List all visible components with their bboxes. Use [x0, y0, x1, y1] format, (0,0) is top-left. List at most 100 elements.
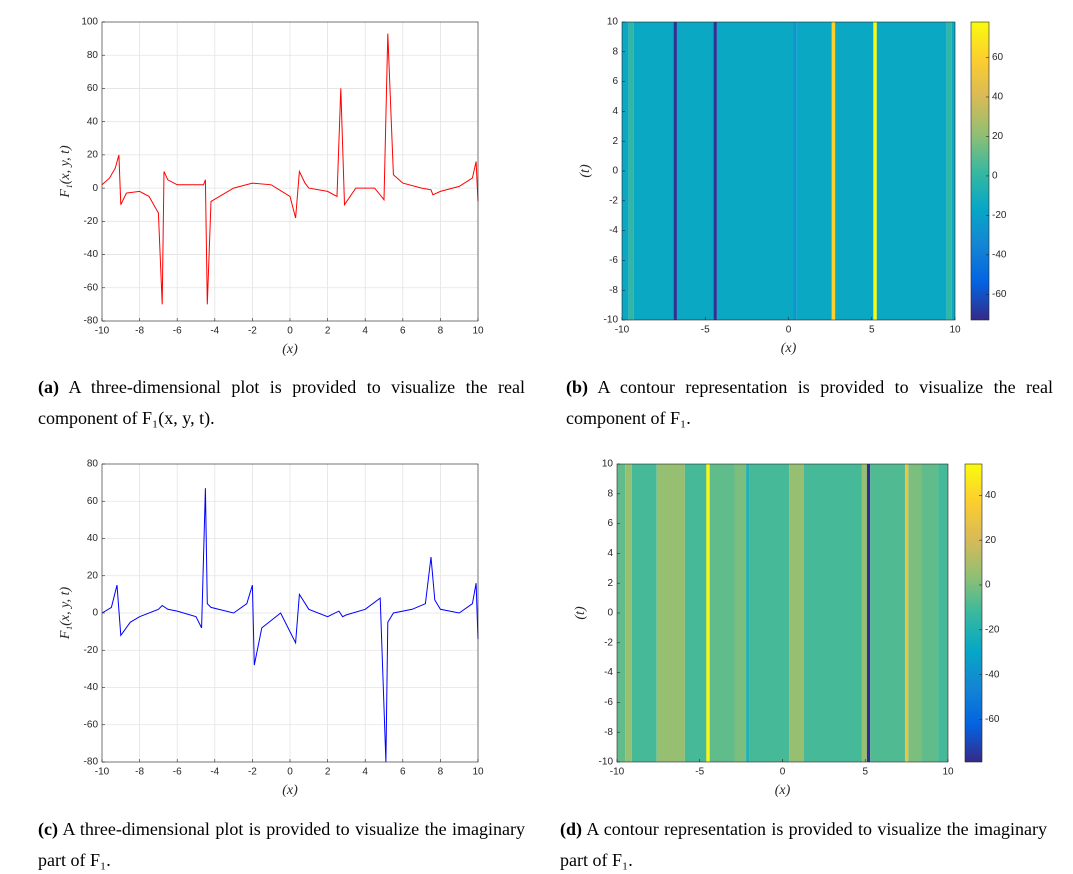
y-tick-label: 20 — [87, 150, 99, 161]
colorbar-tick-label: 20 — [985, 535, 997, 546]
y-tick-label: 6 — [612, 76, 618, 87]
heat-stripe — [625, 464, 632, 762]
x-axis-label: (x) — [781, 341, 797, 356]
x-tick-label: 10 — [472, 767, 484, 778]
y-tick-label: 0 — [92, 183, 98, 194]
x-tick-label: 10 — [942, 767, 954, 778]
x-tick-label: -8 — [135, 767, 144, 778]
heat-stripe — [796, 22, 832, 320]
y-tick-label: -80 — [84, 316, 99, 327]
colorbar-tick-label: 60 — [992, 52, 1004, 63]
x-tick-label: -10 — [610, 767, 625, 778]
heat-stripe — [709, 464, 735, 762]
y-axis-label: (t) — [573, 606, 588, 620]
x-tick-label: 8 — [438, 767, 444, 778]
x-tick-label: 0 — [780, 767, 786, 778]
colorbar-tick-label: -20 — [992, 210, 1007, 221]
heat-stripe — [789, 464, 805, 762]
line-series — [101, 33, 479, 305]
caption-label: (d) — [560, 819, 582, 839]
x-axis-label: (x) — [282, 342, 298, 357]
x-tick-label: -5 — [701, 325, 710, 336]
y-tick-label: 0 — [612, 166, 618, 177]
y-axis-label: F₁(x, y, t) — [58, 145, 73, 199]
heat-stripe — [713, 22, 717, 320]
heat-stripe — [921, 464, 939, 762]
heat-stripe — [676, 22, 714, 320]
y-tick-label: 4 — [612, 106, 618, 117]
y-tick-label: 4 — [607, 548, 613, 559]
y-tick-label: 100 — [81, 17, 98, 28]
x-tick-label: 8 — [438, 326, 444, 337]
y-tick-label: 6 — [607, 518, 613, 529]
heat-stripe — [873, 22, 877, 320]
x-tick-label: 10 — [472, 326, 484, 337]
heat-stripe — [804, 464, 862, 762]
y-tick-label: 10 — [602, 459, 614, 470]
heat-stripe — [628, 22, 634, 320]
y-tick-label: -40 — [84, 249, 99, 260]
heat-stripe — [673, 22, 677, 320]
heat-stripe — [631, 464, 657, 762]
x-tick-label: -2 — [248, 767, 257, 778]
heat-stripe — [793, 22, 797, 320]
colorbar-tick-label: -60 — [992, 289, 1007, 300]
y-tick-label: 40 — [87, 533, 99, 544]
heat-stripe — [938, 464, 948, 762]
y-tick-label: 20 — [87, 570, 99, 581]
x-tick-label: 5 — [869, 325, 875, 336]
caption: (b) A contour representation is provided… — [566, 372, 1053, 434]
colorbar-tick-label: -20 — [985, 624, 1000, 635]
heat-stripe — [908, 464, 922, 762]
heat-stripe — [633, 22, 674, 320]
y-tick-label: -6 — [609, 255, 618, 266]
y-tick-label: -10 — [599, 757, 614, 768]
caption-label: (a) — [38, 377, 59, 397]
x-tick-label: 6 — [400, 767, 406, 778]
colorbar-tick-label: 40 — [992, 92, 1004, 103]
caption: (c) A three-dimensional plot is provided… — [38, 814, 525, 874]
heat-stripe — [835, 22, 874, 320]
y-tick-label: 60 — [87, 496, 99, 507]
x-tick-label: 2 — [325, 767, 331, 778]
y-tick-label: 80 — [87, 459, 99, 470]
x-tick-label: -5 — [695, 767, 704, 778]
colorbar-tick-label: 40 — [985, 490, 997, 501]
y-tick-label: -4 — [609, 225, 618, 236]
y-tick-label: -20 — [84, 645, 99, 656]
colorbar-tick-label: -40 — [992, 250, 1007, 261]
x-tick-label: -6 — [173, 767, 182, 778]
colorbar-tick-label: 0 — [985, 580, 991, 591]
heat-stripe — [716, 22, 794, 320]
caption: (a) A three-dimensional plot is provided… — [38, 372, 525, 434]
x-tick-label: -8 — [135, 326, 144, 337]
y-tick-label: -60 — [84, 282, 99, 293]
caption-text: A three-dimensional plot is provided to … — [38, 819, 525, 870]
y-tick-label: 80 — [87, 50, 99, 61]
x-tick-label: 2 — [325, 326, 331, 337]
x-axis-label: (x) — [775, 783, 791, 798]
x-tick-label: 4 — [362, 326, 368, 337]
x-tick-label: 0 — [287, 767, 293, 778]
x-tick-label: -10 — [615, 325, 630, 336]
colorbar — [970, 21, 990, 321]
colorbar-tick-label: 0 — [992, 171, 998, 182]
x-tick-label: -4 — [210, 767, 219, 778]
x-tick-label: 4 — [362, 767, 368, 778]
heat-stripe — [946, 22, 952, 320]
caption: (d) A contour representation is provided… — [560, 814, 1047, 874]
x-tick-label: -6 — [173, 326, 182, 337]
y-tick-label: -40 — [84, 682, 99, 693]
colorbar-tick-label: -60 — [985, 714, 1000, 725]
caption-text: A three-dimensional plot is provided to … — [38, 377, 525, 428]
y-axis-label: (t) — [578, 164, 593, 178]
heat-stripe — [831, 22, 836, 320]
heat-stripe — [656, 464, 685, 762]
y-tick-label: 0 — [92, 608, 98, 619]
x-tick-label: 0 — [287, 326, 293, 337]
colorbar-tick-label: 20 — [992, 131, 1004, 142]
colorbar — [964, 463, 983, 763]
x-tick-label: 6 — [400, 326, 406, 337]
y-tick-label: 2 — [607, 578, 613, 589]
y-axis-label: F₁(x, y, t) — [58, 587, 73, 641]
